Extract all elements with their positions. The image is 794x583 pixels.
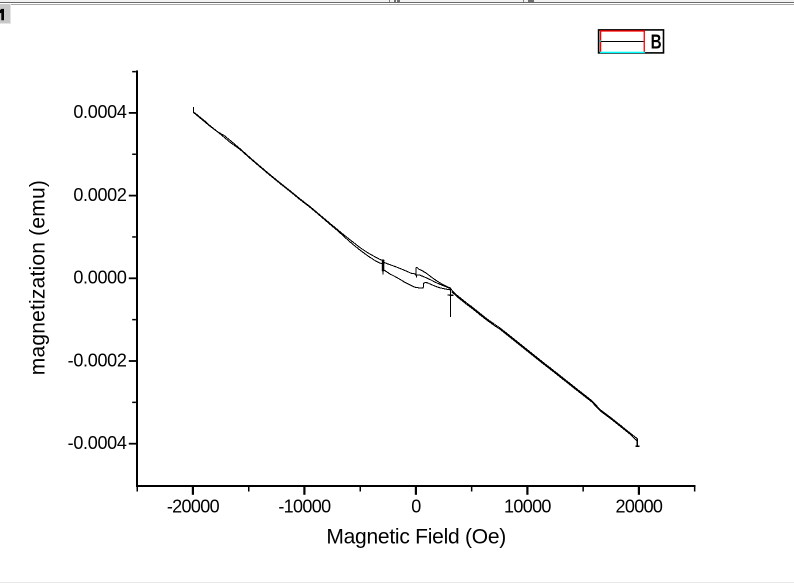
svg-text:B: B — [651, 31, 662, 54]
svg-text:magnetization (emu): magnetization (emu) — [27, 180, 50, 375]
svg-text:Magnetic Field (Oe): Magnetic Field (Oe) — [326, 526, 506, 549]
svg-text:0.0004: 0.0004 — [73, 102, 127, 122]
svg-text:-10000: -10000 — [278, 496, 331, 516]
svg-text:0: 0 — [411, 496, 421, 516]
svg-text:10000: 10000 — [504, 496, 551, 516]
svg-text:0.0002: 0.0002 — [73, 185, 127, 205]
svg-text:0.0000: 0.0000 — [73, 268, 127, 288]
svg-text:20000: 20000 — [615, 496, 662, 516]
svg-text:-0.0004: -0.0004 — [68, 433, 127, 453]
svg-text:-20000: -20000 — [167, 496, 220, 516]
svg-text:-0.0002: -0.0002 — [68, 350, 127, 370]
